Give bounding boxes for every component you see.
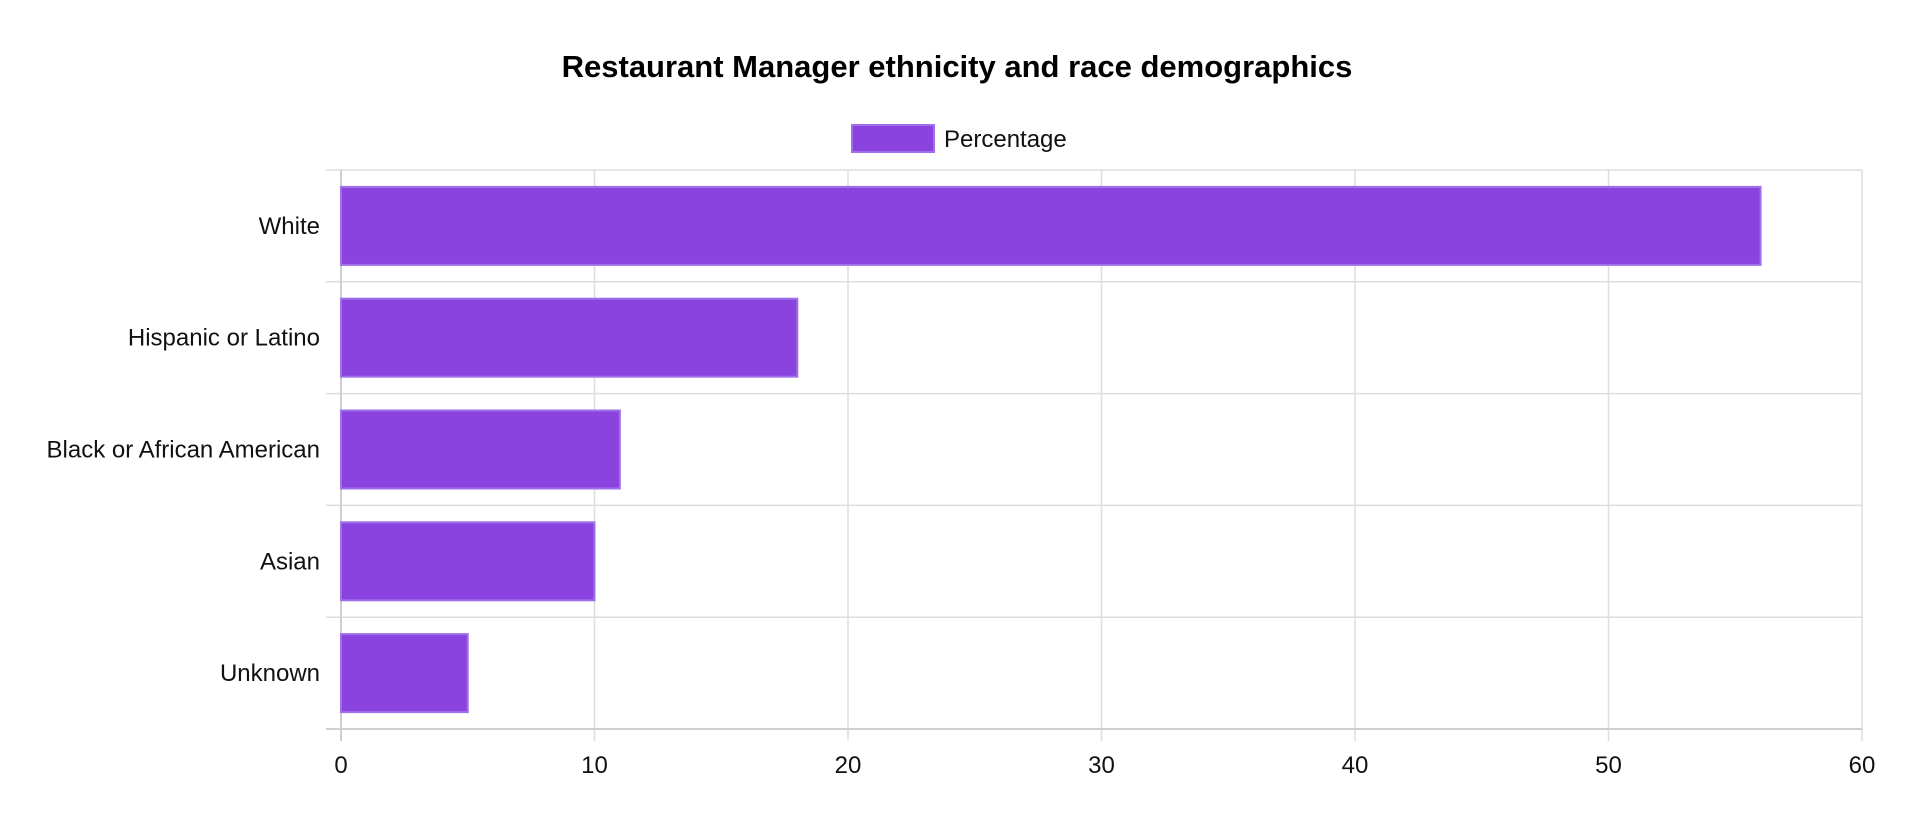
x-tick-label: 20 xyxy=(835,752,862,779)
category-labels: White Hispanic or Latino Black or African … xyxy=(47,213,320,687)
category-label: White xyxy=(259,213,320,240)
bars xyxy=(340,185,1762,714)
category-label: Asian xyxy=(260,548,320,575)
x-axis-ticks: 0 10 20 30 40 50 60 xyxy=(334,752,1875,779)
x-tick-label: 30 xyxy=(1088,752,1115,779)
x-tick-label: 50 xyxy=(1595,752,1622,779)
legend[interactable]: Percentage xyxy=(851,124,1067,153)
category-label: Unknown xyxy=(220,660,320,687)
bar-unknown[interactable] xyxy=(340,633,469,714)
chart-title: Restaurant Manager ethnicity and race de… xyxy=(562,49,1353,84)
x-tick-label: 10 xyxy=(581,752,608,779)
legend-swatch xyxy=(851,124,935,153)
bar-black-or-african-american[interactable] xyxy=(340,409,621,490)
legend-label: Percentage xyxy=(944,126,1067,153)
bar-white[interactable] xyxy=(340,185,1762,266)
category-label: Hispanic or Latino xyxy=(128,325,320,352)
bar-hispanic-or-latino[interactable] xyxy=(340,297,799,378)
x-tick-label: 0 xyxy=(334,752,347,779)
x-tick-label: 60 xyxy=(1849,752,1876,779)
x-tick-label: 40 xyxy=(1342,752,1369,779)
category-label: Black or African American xyxy=(47,437,320,464)
bar-asian[interactable] xyxy=(340,521,596,602)
